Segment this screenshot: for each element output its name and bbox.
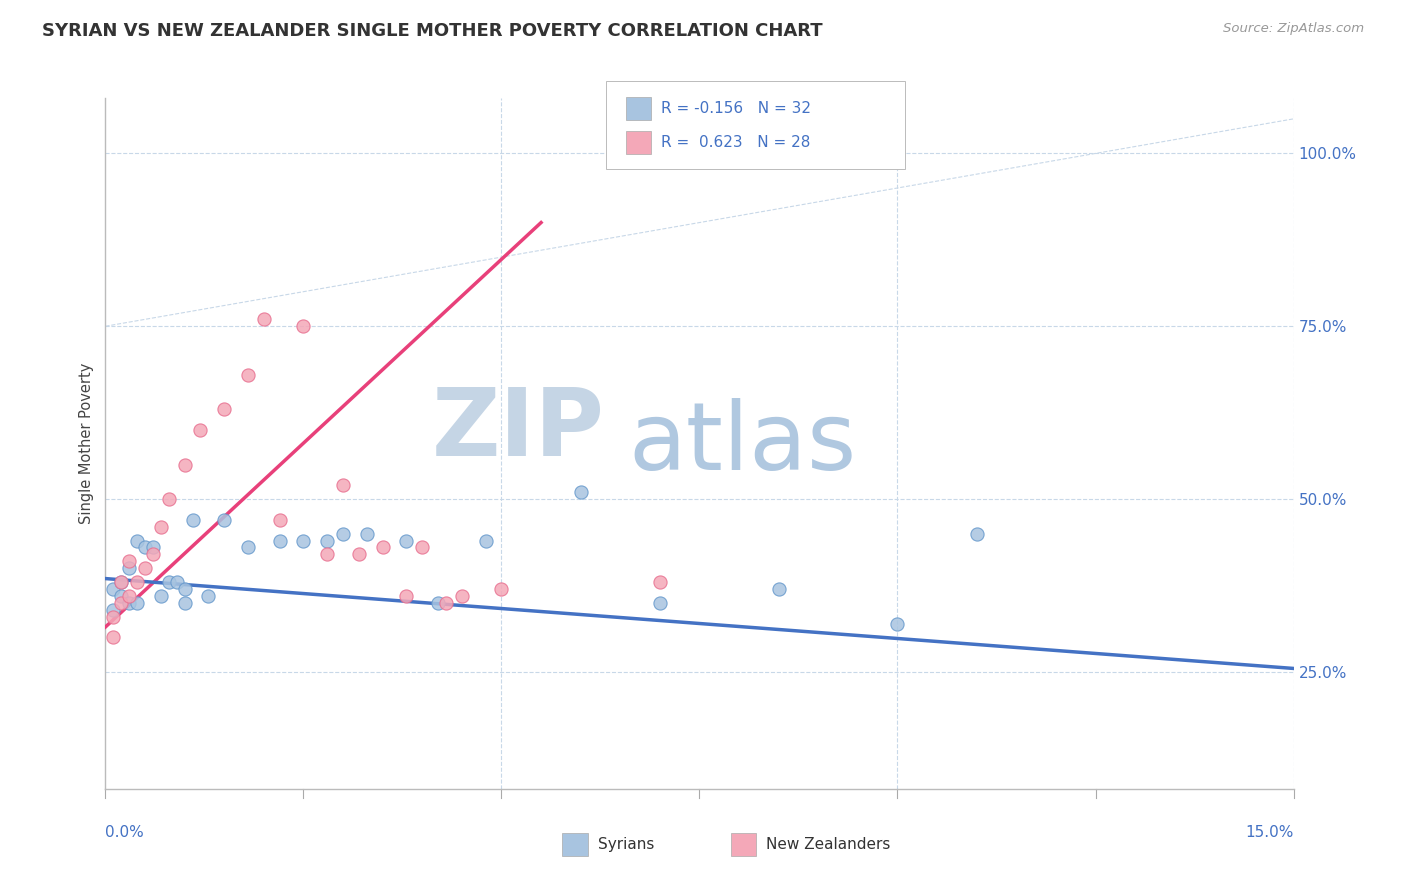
Point xyxy=(127,575,149,590)
Point xyxy=(434,596,457,610)
Point xyxy=(134,541,156,555)
Point xyxy=(427,596,450,610)
Point xyxy=(253,312,276,326)
Point xyxy=(332,526,354,541)
Point xyxy=(181,513,204,527)
Text: Syrians: Syrians xyxy=(598,838,654,852)
Text: New Zealanders: New Zealanders xyxy=(766,838,890,852)
Y-axis label: Single Mother Poverty: Single Mother Poverty xyxy=(79,363,94,524)
Point xyxy=(110,589,132,603)
Point xyxy=(332,478,354,492)
Point xyxy=(411,541,433,555)
Point xyxy=(103,582,125,596)
Point xyxy=(103,603,125,617)
Point xyxy=(236,368,259,382)
Point xyxy=(190,423,212,437)
Point xyxy=(395,533,418,548)
Point xyxy=(173,596,195,610)
Point xyxy=(149,589,172,603)
Point xyxy=(166,575,188,590)
Point xyxy=(347,548,370,562)
Point xyxy=(118,596,141,610)
Text: 0.0%: 0.0% xyxy=(105,825,145,840)
Point xyxy=(149,519,172,533)
Point xyxy=(157,492,180,507)
Point xyxy=(118,561,141,575)
Point xyxy=(103,630,125,644)
Text: Source: ZipAtlas.com: Source: ZipAtlas.com xyxy=(1223,22,1364,36)
Point xyxy=(648,596,671,610)
Point xyxy=(292,533,315,548)
Point xyxy=(371,541,394,555)
Text: SYRIAN VS NEW ZEALANDER SINGLE MOTHER POVERTY CORRELATION CHART: SYRIAN VS NEW ZEALANDER SINGLE MOTHER PO… xyxy=(42,22,823,40)
Point xyxy=(157,575,180,590)
Point xyxy=(127,533,149,548)
Point xyxy=(110,575,132,590)
Point xyxy=(118,589,141,603)
Point xyxy=(316,548,339,562)
Text: R = -0.156   N = 32: R = -0.156 N = 32 xyxy=(661,102,811,116)
Point xyxy=(127,596,149,610)
Point xyxy=(142,548,165,562)
Point xyxy=(491,582,513,596)
Point xyxy=(450,589,472,603)
Point xyxy=(118,554,141,568)
Point xyxy=(173,582,195,596)
Point xyxy=(569,485,592,500)
Text: atlas: atlas xyxy=(628,398,856,490)
Point xyxy=(197,589,219,603)
Text: 15.0%: 15.0% xyxy=(1246,825,1294,840)
Text: ZIP: ZIP xyxy=(432,384,605,476)
Point xyxy=(134,561,156,575)
Point xyxy=(316,533,339,548)
Point xyxy=(768,582,790,596)
Point xyxy=(142,541,165,555)
Point xyxy=(886,616,908,631)
Point xyxy=(236,541,259,555)
Point xyxy=(269,533,291,548)
Point xyxy=(103,609,125,624)
Point xyxy=(292,319,315,334)
Point xyxy=(395,589,418,603)
Point xyxy=(648,575,671,590)
Point xyxy=(356,526,378,541)
Point xyxy=(214,402,236,417)
Point xyxy=(110,575,132,590)
Point xyxy=(110,596,132,610)
Point xyxy=(474,533,496,548)
Point xyxy=(269,513,291,527)
Point xyxy=(214,513,236,527)
Point xyxy=(173,458,195,472)
Text: R =  0.623   N = 28: R = 0.623 N = 28 xyxy=(661,136,810,150)
Point xyxy=(966,526,988,541)
